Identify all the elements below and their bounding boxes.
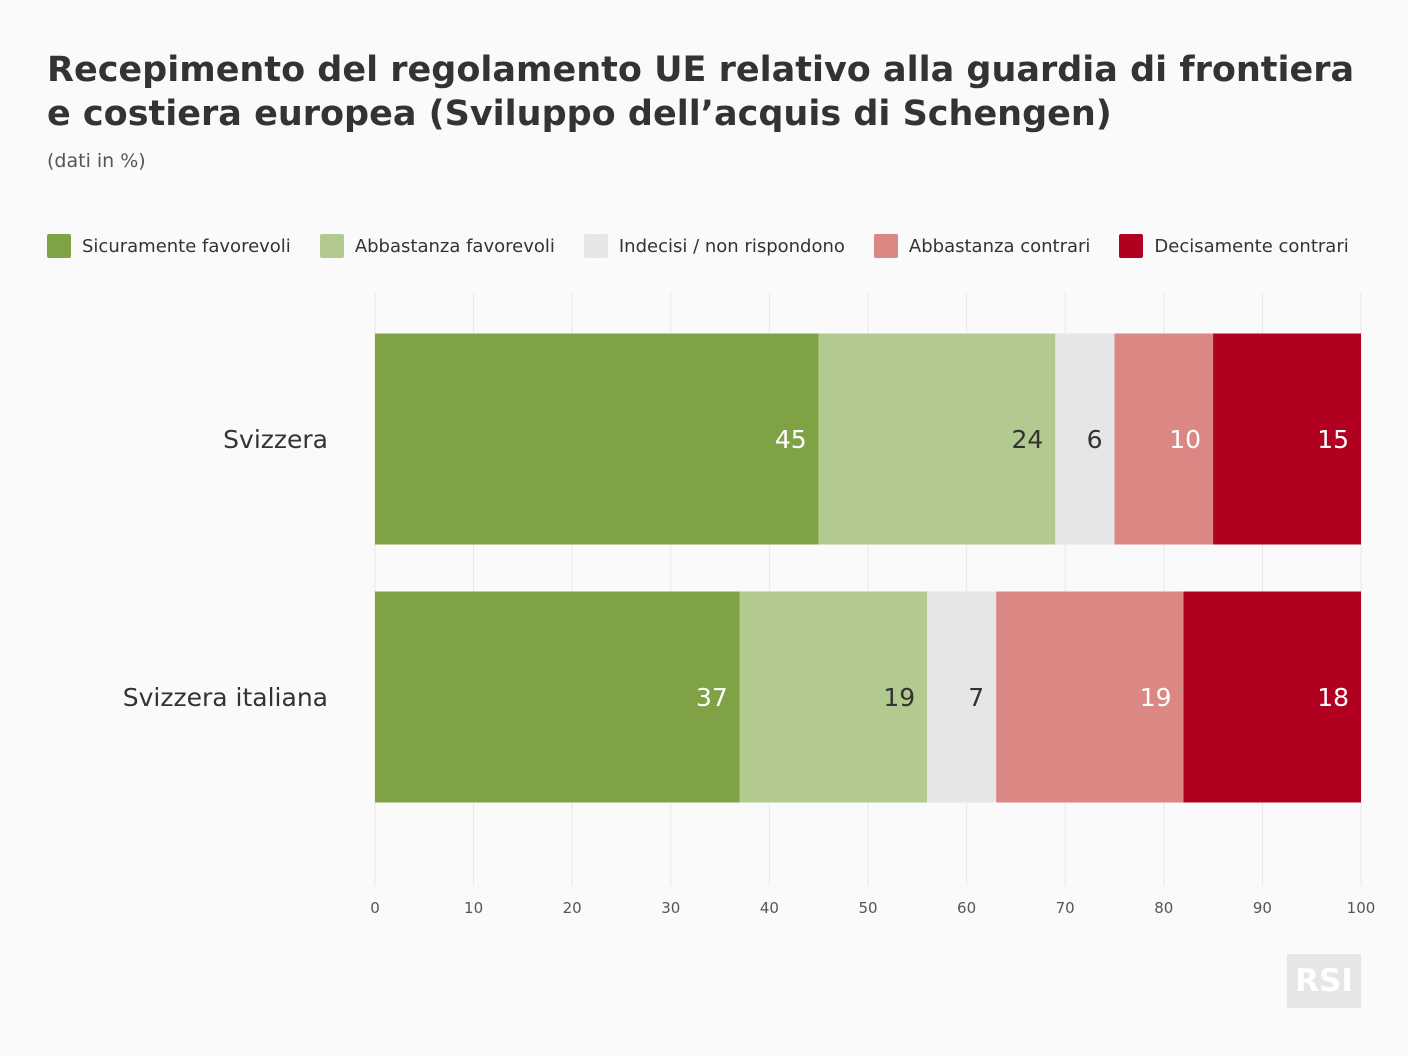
bar-segment <box>927 591 997 803</box>
x-tick-label: 30 <box>661 899 680 917</box>
data-label: 37 <box>696 683 728 712</box>
x-tick-label: 90 <box>1253 899 1272 917</box>
bar-segment <box>1213 333 1361 545</box>
legend-item-4: Abbastanza contrari <box>873 234 1091 258</box>
data-label: 7 <box>968 683 984 712</box>
legend-item-5: Decisamente contrari <box>1119 234 1349 258</box>
legend-swatch <box>319 234 344 258</box>
bar-segment <box>1183 591 1361 803</box>
chart-subtitle: (dati in %) <box>47 150 146 172</box>
legend-item-2: Abbastanza favorevoli <box>319 234 555 258</box>
chart-title: Recepimento del regolamento UE relativo … <box>47 48 1355 136</box>
bar-segment <box>996 591 1184 803</box>
chart-title-line-2: e costiera europea (Sviluppo dell’acquis… <box>47 94 1112 134</box>
data-label: 19 <box>1140 683 1172 712</box>
category-label: Svizzera <box>223 425 328 454</box>
x-tick-label: 80 <box>1154 899 1173 917</box>
legend-swatch <box>47 234 71 258</box>
bar-segment <box>375 591 740 803</box>
legend-label: Decisamente contrari <box>1154 235 1349 257</box>
chart-legend: Sicuramente favorevoli Abbastanza favorev… <box>47 234 1378 258</box>
x-tick-label: 100 <box>1347 899 1376 917</box>
x-tick-label: 50 <box>858 899 877 917</box>
x-tick-label: 0 <box>370 899 380 917</box>
bar-segment <box>818 333 1056 545</box>
bar-segment <box>1114 333 1214 545</box>
legend-label: Abbastanza contrari <box>908 235 1091 257</box>
data-label: 15 <box>1317 425 1349 454</box>
data-label: 24 <box>1012 425 1044 454</box>
x-tick-label: 70 <box>1056 899 1075 917</box>
legend-label: Indecisi / non rispondono <box>618 235 845 257</box>
data-label: 6 <box>1087 425 1103 454</box>
data-label: 19 <box>883 683 915 712</box>
x-tick-label: 20 <box>563 899 582 917</box>
bar-segment <box>739 591 928 803</box>
legend-item-1: Sicuramente favorevoli <box>47 234 291 258</box>
bar-segment <box>375 333 819 545</box>
x-tick-label: 10 <box>464 899 483 917</box>
bar-segment <box>1055 333 1115 545</box>
chart-title-line-1: Recepimento del regolamento UE relativo … <box>47 50 1355 90</box>
legend-item-3: Indecisi / non rispondono <box>583 234 845 258</box>
legend-swatch <box>583 234 608 258</box>
legend-label: Sicuramente favorevoli <box>82 235 291 257</box>
data-label: 18 <box>1317 683 1349 712</box>
legend-label: Abbastanza favorevoli <box>354 235 555 257</box>
data-label: 45 <box>775 425 807 454</box>
rsi-logo: RSI <box>1287 954 1361 1008</box>
x-tick-label: 40 <box>760 899 779 917</box>
category-label: Svizzera italiana <box>123 683 328 712</box>
data-label: 10 <box>1169 425 1201 454</box>
legend-swatch <box>873 234 898 258</box>
legend-swatch <box>1119 234 1144 258</box>
x-tick-label: 60 <box>957 899 976 917</box>
rsi-logo-text: RSI <box>1295 963 1353 999</box>
